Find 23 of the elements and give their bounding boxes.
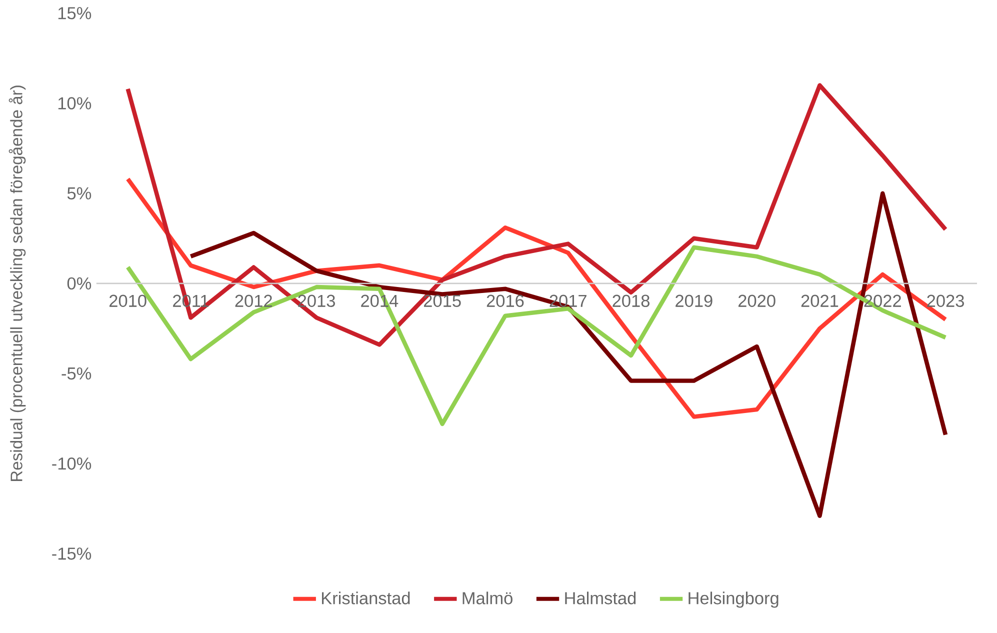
x-tick-label: 2020	[738, 294, 776, 307]
y-tick-label: -10%	[52, 457, 92, 470]
x-tick-label: 2021	[801, 294, 838, 307]
y-tick-label: 0%	[67, 277, 92, 290]
x-tick-label: 2023	[927, 294, 964, 307]
x-tick-label: 2015	[424, 294, 461, 307]
x-tick-label: 2016	[486, 294, 524, 307]
legend-label: Halmstad	[565, 592, 636, 604]
x-tick-label: 2012	[235, 294, 272, 307]
y-axis-title: Residual (procentuell utveckling sedan föregående år)	[8, 86, 26, 481]
y-tick-label: 10%	[58, 97, 92, 110]
y-tick-label: 15%	[58, 7, 92, 20]
legend-label: Kristianstad	[322, 592, 410, 604]
x-tick-label: 2019	[676, 294, 712, 307]
x-tick-label: 2013	[298, 294, 335, 307]
y-tick-label: 5%	[67, 187, 92, 200]
x-tick-label: 2010	[109, 294, 146, 307]
legend-label: Malmö	[462, 592, 512, 604]
x-tick-label: 2017	[550, 294, 586, 307]
legend-label: Helsingborg	[688, 592, 778, 608]
y-tick-label: -5%	[62, 367, 92, 380]
x-tick-label: 2018	[612, 294, 650, 307]
y-tick-label: -15%	[52, 548, 92, 560]
